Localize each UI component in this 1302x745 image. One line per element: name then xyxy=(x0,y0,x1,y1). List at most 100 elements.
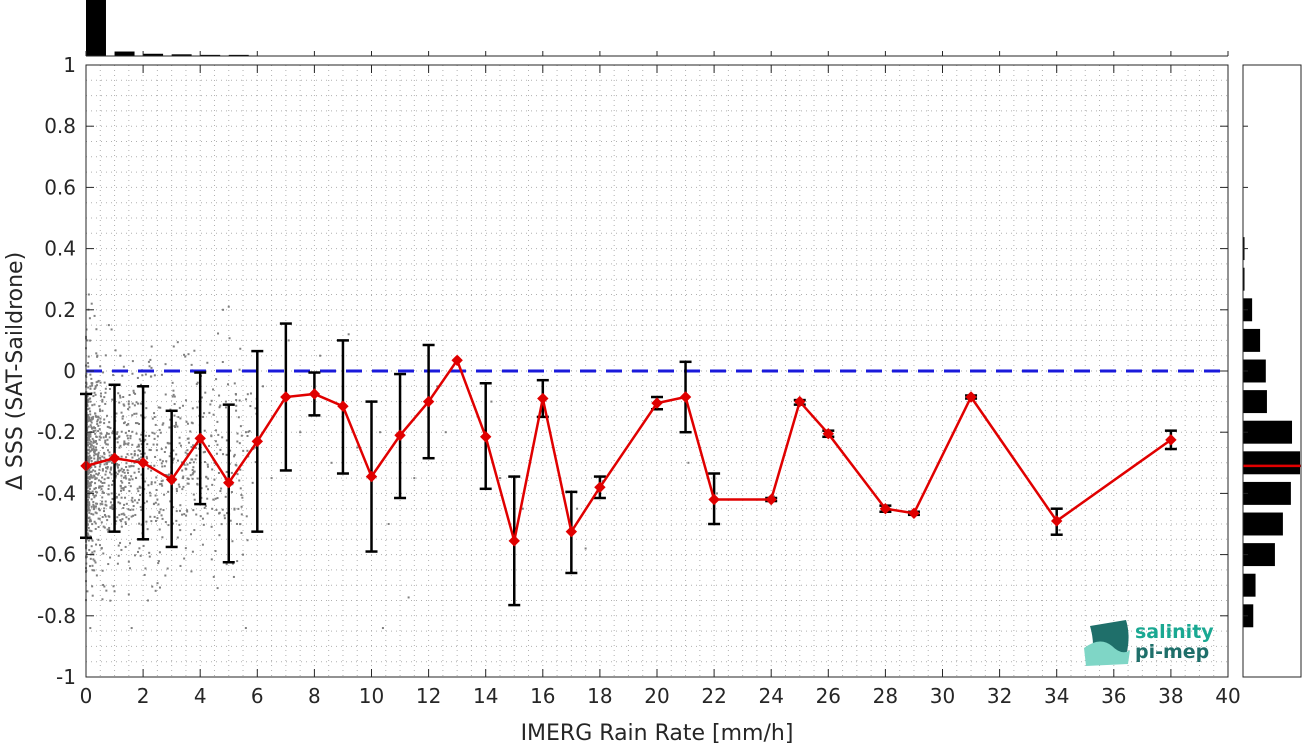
scatter-point xyxy=(95,415,98,418)
scatter-point xyxy=(97,517,100,520)
scatter-point xyxy=(173,395,176,398)
scatter-point xyxy=(156,435,159,438)
scatter-point xyxy=(106,519,109,522)
scatter-point xyxy=(147,360,150,363)
scatter-point xyxy=(111,508,114,511)
scatter-point xyxy=(235,409,238,412)
scatter-point xyxy=(101,468,104,471)
scatter-point xyxy=(90,416,93,419)
y-axis-label: Δ SSS (SAT-Saildrone) xyxy=(3,252,28,490)
logo-wave-icon-light xyxy=(1084,641,1130,666)
scatter-point xyxy=(93,550,96,553)
scatter-point xyxy=(183,463,186,466)
scatter-point xyxy=(176,536,179,539)
scatter-point xyxy=(246,434,249,437)
scatter-point xyxy=(87,507,90,510)
scatter-point xyxy=(93,464,96,467)
scatter-point xyxy=(175,510,178,513)
scatter-point xyxy=(140,509,143,512)
scatter-point xyxy=(124,521,127,524)
scatter-point xyxy=(212,575,215,578)
scatter-point xyxy=(96,491,99,494)
scatter-point xyxy=(89,435,92,438)
scatter-point xyxy=(204,505,207,508)
scatter-point xyxy=(104,473,107,476)
scatter-point xyxy=(127,429,130,432)
y-tick-label: 1 xyxy=(63,53,76,77)
scatter-point xyxy=(158,483,161,486)
scatter-point xyxy=(101,409,104,412)
scatter-point xyxy=(237,416,240,419)
right-histogram-bar xyxy=(1243,390,1267,414)
scatter-point xyxy=(130,464,133,467)
scatter-point xyxy=(152,443,155,446)
scatter-point xyxy=(133,461,136,464)
scatter-point xyxy=(143,416,146,419)
scatter-point xyxy=(101,400,104,403)
scatter-point xyxy=(235,399,238,402)
x-tick-label: 40 xyxy=(1215,684,1240,708)
scatter-point xyxy=(233,382,236,385)
scatter-point xyxy=(86,339,89,342)
scatter-point xyxy=(179,417,182,420)
mean-marker xyxy=(1050,515,1063,527)
right-histogram-bar xyxy=(1243,543,1275,567)
scatter-point xyxy=(94,487,97,490)
x-tick-label: 18 xyxy=(587,684,612,708)
scatter-point xyxy=(139,450,142,453)
scatter-point xyxy=(254,461,257,464)
scatter-point xyxy=(96,380,99,383)
scatter-point xyxy=(160,448,163,451)
scatter-point xyxy=(132,465,135,468)
scatter-point xyxy=(186,452,189,455)
x-tick-label: 30 xyxy=(930,684,955,708)
scatter-point xyxy=(117,501,120,504)
scatter-point xyxy=(214,440,217,443)
scatter-point xyxy=(109,471,112,474)
scatter-point xyxy=(224,495,227,498)
x-tick-label: 26 xyxy=(816,684,841,708)
scatter-point xyxy=(116,466,119,469)
scatter-point xyxy=(97,430,100,433)
scatter-point xyxy=(107,432,110,435)
scatter-point xyxy=(97,416,100,419)
scatter-point xyxy=(94,494,97,497)
scatter-point xyxy=(157,560,160,563)
scatter-point xyxy=(89,520,92,523)
scatter-point xyxy=(129,509,132,512)
scatter-point xyxy=(90,466,93,469)
scatter-point xyxy=(161,460,164,463)
scatter-point xyxy=(127,560,130,563)
scatter-point xyxy=(107,460,110,463)
scatter-point xyxy=(184,467,187,470)
scatter-point xyxy=(88,529,91,532)
scatter-point xyxy=(92,558,95,561)
scatter-point xyxy=(92,508,95,511)
scatter-point xyxy=(239,487,242,490)
scatter-point xyxy=(101,469,104,472)
scatter-point xyxy=(98,408,101,411)
scatter-point xyxy=(210,558,213,561)
scatter-point xyxy=(151,417,154,420)
scatter-point xyxy=(186,449,189,452)
scatter-point xyxy=(101,455,104,458)
scatter-point xyxy=(143,452,146,455)
right-histogram-bar xyxy=(1243,481,1291,505)
scatter-point xyxy=(120,430,123,433)
scatter-point xyxy=(103,513,106,516)
mean-marker xyxy=(337,400,349,412)
scatter-point xyxy=(106,414,109,417)
scatter-point xyxy=(120,474,123,477)
scatter-point xyxy=(87,441,90,444)
scatter-point xyxy=(213,478,216,481)
x-tick-label: 34 xyxy=(1044,684,1069,708)
scatter-point xyxy=(123,513,126,516)
scatter-point xyxy=(121,518,124,521)
scatter-point xyxy=(87,496,90,499)
scatter-point xyxy=(94,453,97,456)
scatter-point xyxy=(244,431,247,434)
y-axis-ticks: -1 -0.8 -0.6 -0.4 -0.2 0 0.2 0.4 0.6 0.8 1 xyxy=(37,53,1228,689)
scatter-point xyxy=(206,497,209,500)
scatter-point xyxy=(242,553,245,556)
scatter-point xyxy=(150,366,153,369)
